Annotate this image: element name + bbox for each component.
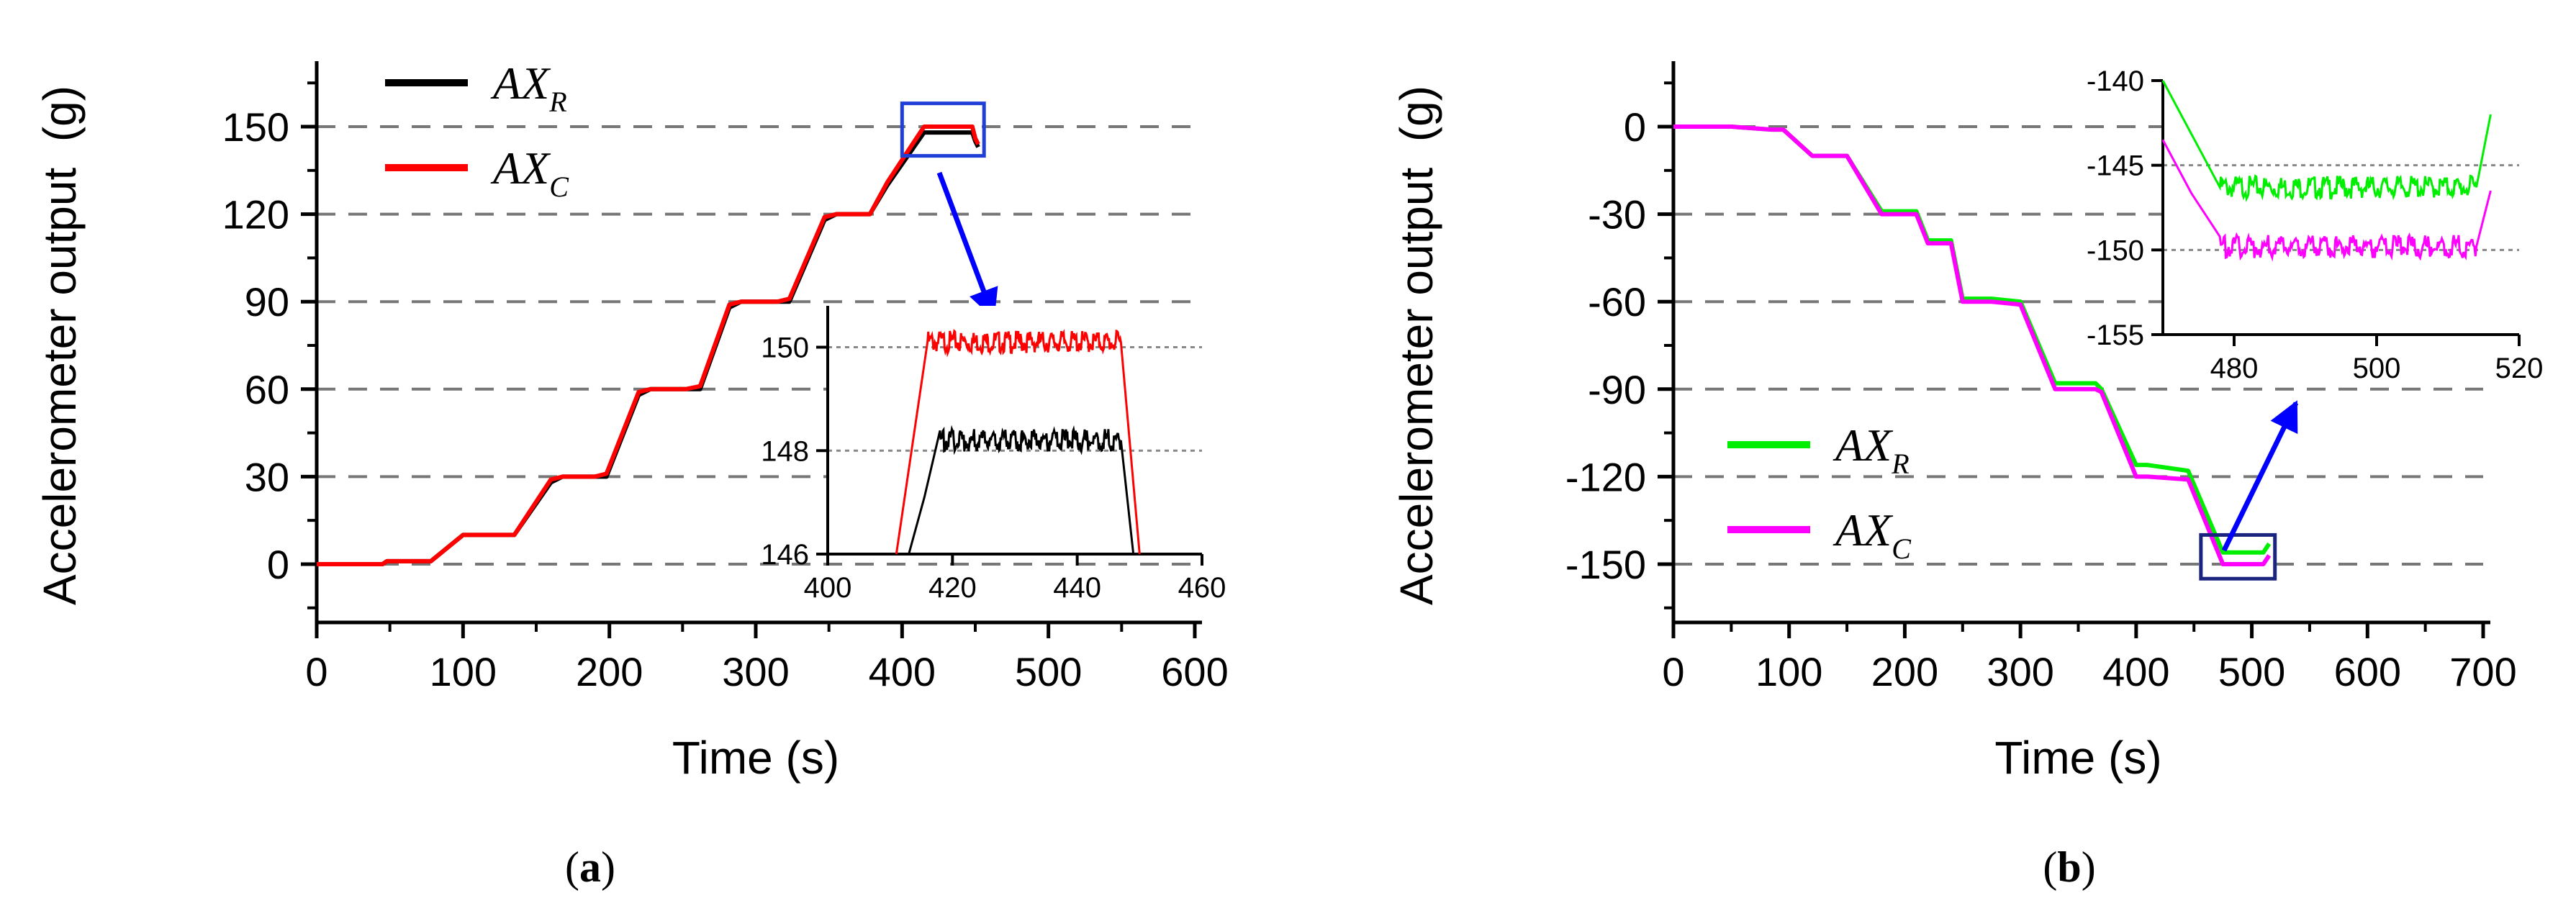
y-tick-label: 120	[222, 192, 289, 237]
inset-x-tick-label: 460	[1178, 572, 1226, 604]
inset-x-tick-label: 440	[1053, 572, 1101, 604]
x-tick-label: 700	[2449, 649, 2516, 694]
caption-close: )	[601, 843, 615, 891]
x-tick-label: 100	[430, 649, 497, 694]
series-line-AX_C	[1673, 124, 2272, 566]
x-tick-label: 100	[1755, 649, 1822, 694]
y-tick-label: -90	[1588, 367, 1646, 412]
caption-open: (	[565, 843, 579, 891]
y-tick-label: -120	[1565, 454, 1646, 499]
legend-label-base: AX	[1832, 420, 1894, 471]
x-tick-label: 500	[1015, 649, 1082, 694]
caption-letter: b	[2057, 843, 2081, 891]
y-tick-label: 0	[267, 542, 289, 587]
x-tick-label: 300	[722, 649, 789, 694]
inset-chart: 480 500 520 -140 -145 -150 -155	[2087, 65, 2543, 384]
legend-label-sub: C	[1892, 532, 1912, 565]
x-tick-label: 0	[1662, 649, 1684, 694]
x-tick-label: 0	[305, 649, 327, 694]
series-line-AX_C	[317, 124, 980, 566]
legend-label-base: AX	[1832, 504, 1894, 556]
inset-chart: 400 420 440 460 146 148 150	[761, 306, 1226, 604]
zoom-box	[900, 101, 986, 158]
panel-caption: (b)	[2043, 843, 2095, 891]
y-axis-title: Accelerometer output (g)	[1391, 86, 1442, 605]
legend-label-base: AX	[490, 58, 551, 109]
y-tick-label: 90	[245, 279, 289, 325]
inset-x-tick-label: 480	[2210, 353, 2259, 384]
y-tick-label: 150	[222, 104, 289, 150]
zoom-box	[2199, 532, 2277, 581]
zoom-arrow	[936, 171, 998, 319]
x-axis-title: Time (s)	[1994, 732, 2161, 784]
x-tick-label: 600	[2334, 649, 2401, 694]
chart-b: 0 100 200 300 400 500 600 700 0 -30 -60 -90 -120 -150…	[1391, 61, 2543, 891]
legend-label-1: AXC	[490, 142, 569, 203]
y-tick-label: 60	[245, 367, 289, 412]
inset-y-tick-label: -150	[2087, 235, 2144, 266]
x-axis-title: Time (s)	[672, 732, 839, 784]
legend-label-0: AXR	[1832, 420, 1910, 480]
caption-close: )	[2082, 843, 2096, 891]
inset-series-AX_R	[2161, 80, 2492, 202]
chart-a: 0 100 200 300 400 500 600 0 30 60 90 120 150 Time (s)…	[34, 58, 1229, 891]
inset-background	[2163, 81, 2519, 335]
x-tick-label: 200	[1871, 649, 1938, 694]
x-tick-label: 500	[2218, 649, 2285, 694]
legend-label-sub: C	[549, 171, 569, 203]
legend-label-sub: R	[548, 86, 566, 118]
caption-open: (	[2043, 843, 2057, 891]
inset-series-AX_C	[895, 329, 1141, 555]
inset-y-tick-label: -140	[2087, 65, 2144, 97]
x-tick-label: 400	[2102, 649, 2169, 694]
legend-label-base: AX	[490, 142, 551, 194]
inset-series-AX_C	[2161, 139, 2492, 262]
inset-x-tick-label: 420	[928, 572, 977, 604]
y-tick-label: 30	[245, 454, 289, 499]
y-tick-label: -30	[1588, 192, 1646, 237]
inset-x-tick-label: 500	[2353, 353, 2401, 384]
inset-series-AX_R	[908, 425, 1135, 555]
inset-y-tick-label: -155	[2087, 319, 2144, 351]
y-tick-label: 0	[1624, 104, 1646, 150]
panel-caption: (a)	[565, 843, 615, 891]
caption-letter: a	[579, 843, 601, 891]
legend-label-sub: R	[1891, 448, 1909, 480]
inset-x-tick-label: 520	[2495, 353, 2544, 384]
y-axis-title: Accelerometer output (g)	[34, 86, 86, 605]
inset-y-tick-label: -145	[2087, 150, 2144, 182]
y-tick-label: -60	[1588, 279, 1646, 325]
x-tick-label: 200	[576, 649, 643, 694]
inset-x-tick-label: 400	[804, 572, 852, 604]
x-tick-label: 400	[869, 649, 936, 694]
legend-label-1: AXC	[1832, 504, 1912, 565]
inset-y-tick-label: 146	[761, 539, 809, 571]
legend-label-0: AXR	[490, 58, 567, 118]
inset-y-tick-label: 150	[761, 332, 809, 364]
inset-y-tick-label: 148	[761, 435, 809, 467]
y-tick-label: -150	[1565, 542, 1646, 587]
x-tick-label: 600	[1161, 649, 1228, 694]
zoom-arrow	[2221, 400, 2299, 552]
x-tick-label: 300	[1987, 649, 2053, 694]
